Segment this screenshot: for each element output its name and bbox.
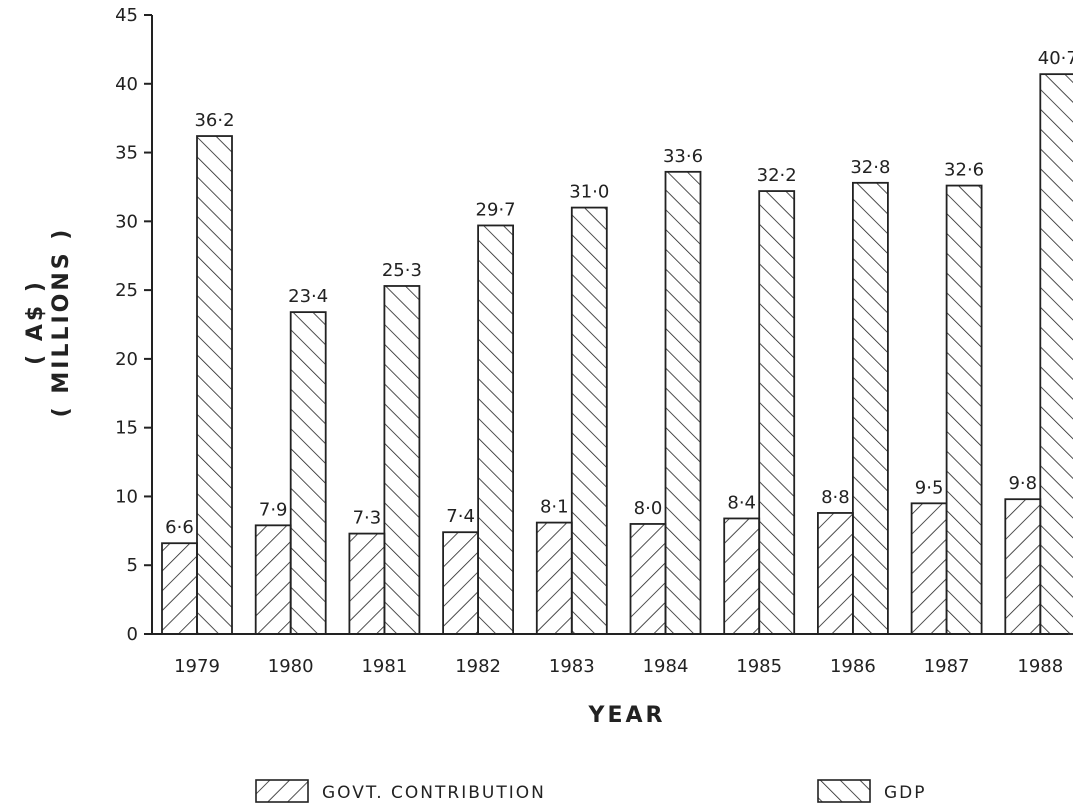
bar-govt-contribution-1983 bbox=[535, 521, 573, 635]
x-tick-label: 1985 bbox=[736, 656, 782, 677]
x-tick-label: 1983 bbox=[549, 656, 595, 677]
bar-govt-contribution-1985 bbox=[723, 517, 761, 635]
x-tick-label: 1982 bbox=[455, 656, 501, 677]
bar-gdp-1979 bbox=[196, 135, 233, 635]
bar-govt-contribution-1986 bbox=[817, 512, 854, 635]
bar-govt-contribution-1988 bbox=[1004, 498, 1042, 635]
y-axis-title-line-1: ( A$ ) bbox=[23, 279, 48, 365]
bar-govt-contribution-1980 bbox=[254, 524, 292, 635]
y-tick-label: 40 bbox=[115, 74, 138, 95]
data-label-gdp-1984: 33·6 bbox=[663, 146, 703, 167]
data-label-govt-contribution-1980: 7·9 bbox=[259, 499, 288, 520]
bar-gdp-1986 bbox=[852, 181, 889, 635]
bar-govt-contribution-1987 bbox=[910, 502, 948, 635]
y-tick-label: 30 bbox=[115, 211, 138, 232]
y-axis-title: ( A$ ) ( MILLIONS ) bbox=[23, 227, 74, 418]
legend-swatch-gdp bbox=[817, 779, 871, 803]
data-label-gdp-1983: 31·0 bbox=[569, 182, 609, 203]
x-axis-title: YEAR bbox=[588, 703, 666, 728]
data-labels: 6·6 36·2 7·9 23·4 7·3 25·3 7·4 29·7 8·1 31·0 8·0 33… bbox=[165, 48, 1073, 538]
data-label-gdp-1980: 23·4 bbox=[288, 286, 328, 307]
y-tick-label: 35 bbox=[115, 143, 138, 164]
y-tick-label: 10 bbox=[115, 486, 138, 507]
y-tick-label: 20 bbox=[115, 349, 138, 370]
data-label-gdp-1979: 36·2 bbox=[194, 110, 234, 131]
legend-label-gdp: GDP bbox=[884, 783, 927, 803]
y-tick-label: 45 bbox=[115, 5, 138, 26]
y-tick-label: 15 bbox=[115, 418, 138, 439]
bar-gdp-1982 bbox=[477, 224, 515, 635]
bar-govt-contribution-1979 bbox=[161, 542, 198, 635]
bars bbox=[161, 73, 1073, 635]
x-tick-label: 1979 bbox=[174, 656, 220, 677]
data-label-govt-contribution-1984: 8·0 bbox=[634, 498, 663, 519]
legend-swatch-govt-contribution bbox=[255, 779, 309, 803]
data-label-gdp-1988: 40·7 bbox=[1038, 48, 1073, 69]
data-label-govt-contribution-1982: 7·4 bbox=[446, 506, 475, 527]
x-axis: 1979 1980 1981 1982 1983 1984 1985 1986 1987 1988 bbox=[152, 633, 1068, 677]
x-tick-label: 1984 bbox=[643, 656, 689, 677]
bar-gdp-1985 bbox=[758, 190, 796, 635]
data-label-govt-contribution-1988: 9·8 bbox=[1008, 473, 1037, 494]
bar-govt-contribution-1984 bbox=[629, 523, 667, 635]
bar-govt-contribution-1981 bbox=[348, 532, 386, 635]
data-label-gdp-1987: 32·6 bbox=[944, 160, 984, 181]
bar-govt-contribution-1982 bbox=[442, 531, 480, 635]
data-label-gdp-1985: 32·2 bbox=[757, 165, 797, 186]
legend-label-govt-contribution: GOVT. CONTRIBUTION bbox=[322, 783, 546, 803]
bar-gdp-1980 bbox=[289, 311, 327, 635]
bar-gdp-1987 bbox=[945, 184, 983, 635]
y-axis: 0 5 10 15 20 25 30 35 40 45 bbox=[115, 5, 153, 645]
data-label-govt-contribution-1983: 8·1 bbox=[540, 497, 569, 518]
data-label-govt-contribution-1987: 9·5 bbox=[915, 477, 944, 498]
y-tick-label: 25 bbox=[115, 280, 138, 301]
bar-gdp-1981 bbox=[383, 285, 421, 635]
x-tick-label: 1988 bbox=[1017, 656, 1063, 677]
data-label-gdp-1986: 32·8 bbox=[850, 157, 890, 178]
bar-gdp-1984 bbox=[664, 170, 702, 635]
y-tick-label: 0 bbox=[127, 624, 138, 645]
data-label-gdp-1982: 29·7 bbox=[476, 199, 516, 220]
legend: GOVT. CONTRIBUTION GDP bbox=[255, 779, 927, 803]
x-tick-label: 1987 bbox=[924, 656, 970, 677]
data-label-govt-contribution-1981: 7·3 bbox=[353, 508, 382, 529]
data-label-govt-contribution-1986: 8·8 bbox=[821, 487, 850, 508]
data-label-gdp-1981: 25·3 bbox=[382, 260, 422, 281]
bar-gdp-1988 bbox=[1039, 73, 1073, 635]
bar-gdp-1983 bbox=[570, 206, 608, 635]
data-label-govt-contribution-1979: 6·6 bbox=[165, 517, 194, 538]
y-tick-label: 5 bbox=[127, 555, 138, 576]
data-label-govt-contribution-1985: 8·4 bbox=[727, 492, 756, 513]
y-axis-title-line-2: ( MILLIONS ) bbox=[49, 227, 74, 418]
x-tick-label: 1986 bbox=[830, 656, 876, 677]
x-tick-label: 1980 bbox=[268, 656, 314, 677]
x-tick-label: 1981 bbox=[361, 656, 407, 677]
